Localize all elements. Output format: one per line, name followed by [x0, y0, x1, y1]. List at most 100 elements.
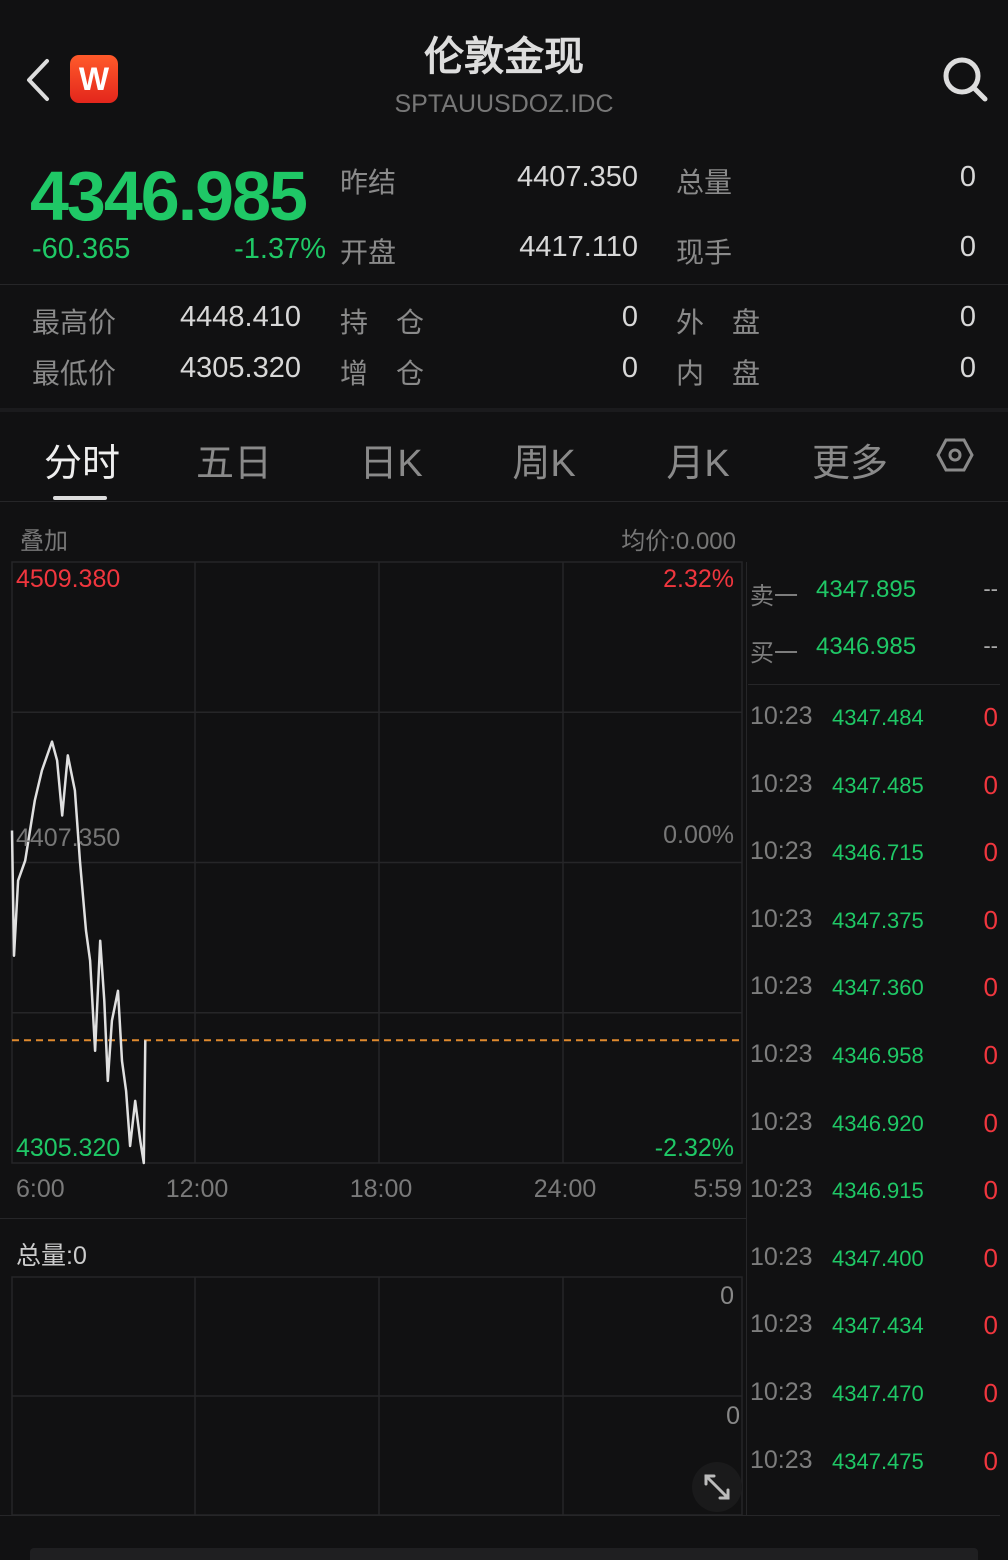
tab-more[interactable]: 更多	[811, 443, 889, 485]
x-tick-label: 24:00	[533, 1175, 597, 1203]
tab-daily-k[interactable]: 日K	[359, 443, 423, 485]
price-change: -60.365	[32, 233, 131, 265]
tab-five-day[interactable]: 五日	[195, 443, 273, 485]
trade-price: 4347.485	[832, 772, 924, 798]
trade-time: 10:23	[750, 769, 813, 798]
stat-label: 内 盘	[676, 358, 761, 389]
order-book-ask: 卖一 4347.895 --	[750, 576, 998, 616]
page-title: 伦敦金现	[424, 35, 584, 79]
symbol-code: SPTAUUSDOZ.IDC	[394, 90, 614, 118]
trade-volume: 0	[983, 702, 998, 732]
trade-time: 10:23	[750, 1378, 813, 1406]
overlay-button[interactable]: 叠加	[20, 528, 68, 555]
y-max-label: 4509.380	[16, 565, 121, 593]
stat-label: 持 仓	[340, 307, 425, 338]
y-max-pct-label: 2.32%	[663, 565, 734, 593]
search-button[interactable]	[940, 54, 990, 104]
volume-chart	[11, 1276, 743, 1516]
settings-icon	[936, 438, 974, 472]
trade-row: 10:23 4346.958 0	[750, 1040, 998, 1080]
trade-time: 10:23	[750, 1242, 813, 1271]
y-min-pct-label: -2.32%	[654, 1134, 734, 1162]
x-tick-label: 6:00	[16, 1175, 65, 1203]
volume-axis-top: 0	[720, 1282, 734, 1310]
y-mid-pct-label: 0.00%	[663, 821, 734, 849]
back-button[interactable]	[20, 55, 60, 105]
trade-volume: 0	[983, 1445, 998, 1476]
x-tick-label: 5:59	[693, 1175, 742, 1203]
tab-weekly-k[interactable]: 周K	[512, 443, 576, 485]
bottom-bar	[30, 1548, 978, 1560]
trade-time: 10:23	[750, 702, 813, 730]
tab-monthly-k[interactable]: 月K	[666, 443, 730, 485]
price-line	[10, 740, 147, 1165]
trade-time: 10:23	[750, 1175, 813, 1204]
stat-label: 总量	[676, 167, 733, 198]
price-change-pct: -1.37%	[234, 233, 326, 265]
last-price: 4346.985	[30, 157, 308, 235]
trade-price: 4347.484	[832, 705, 924, 730]
expand-chart-button[interactable]	[692, 1462, 742, 1512]
active-tab-indicator	[53, 496, 107, 500]
trade-volume: 0	[983, 904, 998, 935]
stat-label: 现手	[676, 237, 733, 268]
stat-label: 外 盘	[676, 307, 761, 338]
volume-total: 总量:0	[16, 1242, 87, 1270]
trade-time: 10:23	[750, 1040, 813, 1068]
trade-time: 10:23	[750, 972, 813, 1001]
trade-volume: 0	[983, 1175, 998, 1206]
bid-price: 4346.985	[816, 633, 917, 660]
trade-price: 4347.434	[832, 1313, 924, 1339]
expand-icon	[704, 1474, 730, 1500]
trade-row: 10:23 4347.434 0	[750, 1310, 998, 1350]
stat-value: 4305.320	[180, 352, 301, 384]
trade-row: 10:23 4347.360 0	[750, 972, 998, 1012]
trade-time: 10:23	[750, 1310, 813, 1339]
stat-label: 最低价	[32, 358, 117, 389]
y-mid-label: 4407.350	[16, 824, 121, 852]
trade-row: 10:23 4347.400 0	[750, 1243, 998, 1283]
stat-label: 开盘	[340, 237, 397, 268]
stat-value: 0	[959, 301, 976, 333]
stat-label: 昨结	[340, 167, 397, 198]
trade-price: 4347.400	[832, 1245, 924, 1271]
stat-value: 0	[621, 301, 638, 333]
trade-time: 10:23	[750, 1107, 813, 1136]
trade-price: 4346.715	[832, 840, 924, 866]
trade-row: 10:23 4347.475 0	[750, 1446, 998, 1486]
ask-label: 卖一	[750, 583, 798, 610]
trade-price: 4346.915	[832, 1178, 924, 1204]
stat-label: 增 仓	[340, 358, 425, 389]
stat-value: 0	[959, 161, 976, 193]
app-logo: W	[70, 55, 118, 103]
bid-volume: --	[983, 633, 998, 658]
stat-value: 0	[621, 352, 638, 384]
trade-price: 4346.920	[832, 1110, 924, 1136]
x-tick-label: 12:00	[165, 1175, 229, 1203]
stat-value: 0	[959, 231, 976, 263]
trade-price: 4347.470	[832, 1381, 924, 1406]
tab-intraday[interactable]: 分时	[43, 443, 121, 485]
ask-volume: --	[983, 576, 998, 601]
trade-price: 4347.375	[832, 907, 924, 933]
search-icon	[943, 57, 988, 102]
stat-value: 4417.110	[519, 231, 638, 263]
trade-volume: 0	[983, 1242, 998, 1273]
trade-price: 4346.958	[832, 1043, 924, 1068]
trade-row: 10:23 4346.915 0	[750, 1175, 998, 1215]
intraday-price-chart[interactable]	[0, 560, 746, 1166]
order-book-bid: 买一 4346.985 --	[750, 633, 998, 673]
bid-label: 买一	[750, 640, 798, 667]
volume-axis-mid: 0	[726, 1402, 740, 1430]
trade-volume: 0	[983, 1040, 998, 1070]
y-min-label: 4305.320	[16, 1134, 121, 1162]
trade-row: 10:23 4346.715 0	[750, 837, 998, 877]
trade-volume: 0	[983, 1310, 998, 1341]
trade-volume: 0	[983, 972, 998, 1003]
trade-volume: 0	[983, 1378, 998, 1408]
trade-time: 10:23	[750, 1445, 813, 1474]
ask-price: 4347.895	[816, 576, 917, 603]
chart-settings-button[interactable]	[936, 436, 974, 474]
trade-price: 4347.475	[832, 1448, 924, 1474]
trade-volume: 0	[983, 1107, 998, 1138]
